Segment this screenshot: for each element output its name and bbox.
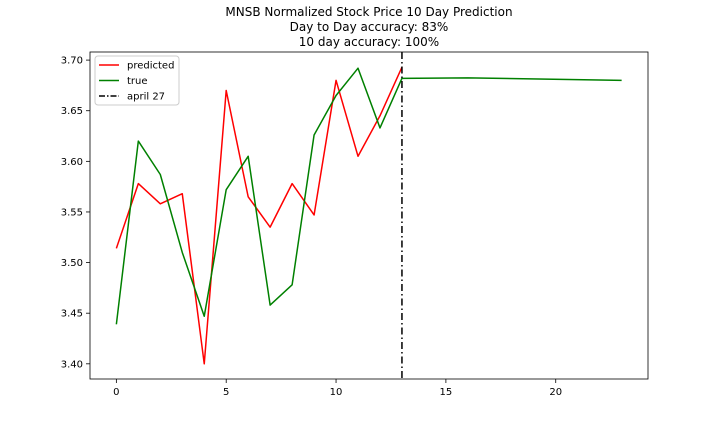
y-tick-label: 3.60 (61, 157, 83, 168)
plot-area (89, 51, 649, 380)
plot-frame (89, 51, 649, 380)
y-tick-label: 3.55 (61, 207, 83, 218)
title-line: MNSB Normalized Stock Price 10 Day Predi… (225, 5, 512, 19)
y-axis: 3.40 3.45 3.50 3.55 3.60 3.65 3.70 (61, 56, 90, 370)
y-tick-label: 3.45 (61, 309, 83, 320)
x-tick-label: 15 (440, 387, 453, 398)
x-axis: 0 5 10 15 20 (113, 379, 562, 398)
plot-lines (115, 52, 622, 379)
x-tick-label: 5 (223, 387, 229, 398)
y-tick-label: 3.40 (61, 359, 83, 370)
y-tick-label: 3.70 (61, 56, 83, 67)
series-line-true (115, 67, 622, 325)
y-tick-label: 3.65 (61, 106, 83, 117)
legend: predicted true april 27 (94, 55, 180, 106)
legend-label: april 27 (127, 92, 165, 103)
chart-title: MNSB Normalized Stock Price 10 Day Predi… (225, 5, 512, 49)
x-tick-label: 10 (330, 387, 343, 398)
title-line: Day to Day accuracy: 83% (290, 20, 449, 34)
y-tick-label: 3.50 (61, 258, 83, 269)
legend-box (94, 55, 180, 106)
x-tick-label: 20 (549, 387, 562, 398)
x-tick-label: 0 (113, 387, 119, 398)
series-line-predicted (115, 66, 403, 365)
legend-label: predicted (127, 61, 174, 72)
title-line: 10 day accuracy: 100% (299, 35, 439, 49)
legend-label: true (127, 76, 148, 87)
